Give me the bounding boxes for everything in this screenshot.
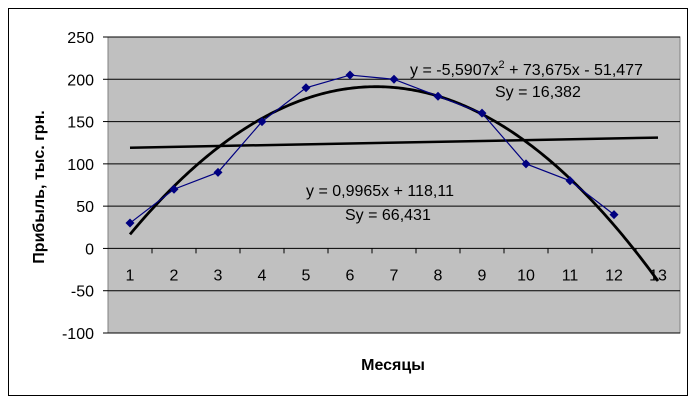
data-point-marker	[257, 117, 267, 127]
data-point-marker	[389, 74, 399, 84]
data-point-marker	[213, 167, 223, 177]
y-tick-label: 0	[85, 241, 94, 258]
x-tick-label: 7	[390, 267, 399, 284]
x-tick-label: 12	[605, 267, 623, 284]
x-tick-label: 10	[517, 267, 535, 284]
data-point-marker	[169, 184, 179, 194]
data-point-marker	[125, 218, 135, 228]
y-tick-label: 50	[76, 199, 94, 216]
y-tick-label: 150	[67, 115, 94, 132]
y-tick-label: -50	[71, 284, 94, 301]
y-axis-title: Прибыль, тыс. грн.	[31, 110, 48, 263]
actual-series-line	[129, 74, 615, 224]
y-tick-label: 200	[67, 72, 94, 89]
x-tick-label: 4	[258, 267, 267, 284]
x-tick-label: 8	[434, 267, 443, 284]
poly-equation-label: y = -5,5907x2 + 73,675x - 51,477	[410, 59, 643, 79]
x-tick-label: 13	[649, 267, 667, 284]
data-point-marker	[345, 70, 355, 80]
data-point-marker	[521, 159, 531, 169]
x-tick-label: 11	[562, 267, 579, 284]
y-tick-labels: 250 200 150 100 50 0 -50 -100	[62, 30, 94, 343]
x-tick-label: 2	[170, 267, 179, 284]
data-point-marker	[609, 210, 619, 220]
x-tick-label: 6	[346, 267, 355, 284]
x-tick-label: 9	[478, 267, 487, 284]
x-axis-title: Месяцы	[361, 357, 425, 374]
x-tick-labels: 1 2 3 4 5 6 7 8 9 10 11 12 13	[126, 267, 667, 284]
data-point-marker	[477, 108, 487, 118]
linear-sy-label: Sy = 66,431	[345, 207, 431, 224]
x-tick-label: 3	[214, 267, 223, 284]
poly-sy-label: Sy = 16,382	[495, 84, 581, 101]
data-point-marker	[565, 176, 575, 186]
data-point-marker	[301, 83, 311, 93]
linear-equation-label: y = 0,9965x + 118,11	[306, 183, 454, 200]
y-tick-label: 250	[67, 30, 94, 47]
linear-trendline	[129, 136, 659, 149]
x-tick-label: 5	[302, 267, 311, 284]
series-markers	[125, 70, 619, 228]
y-tick-label: 100	[67, 157, 94, 174]
y-tick-label: -100	[62, 326, 94, 343]
x-tick-label: 1	[126, 267, 135, 284]
data-point-marker	[433, 91, 443, 101]
